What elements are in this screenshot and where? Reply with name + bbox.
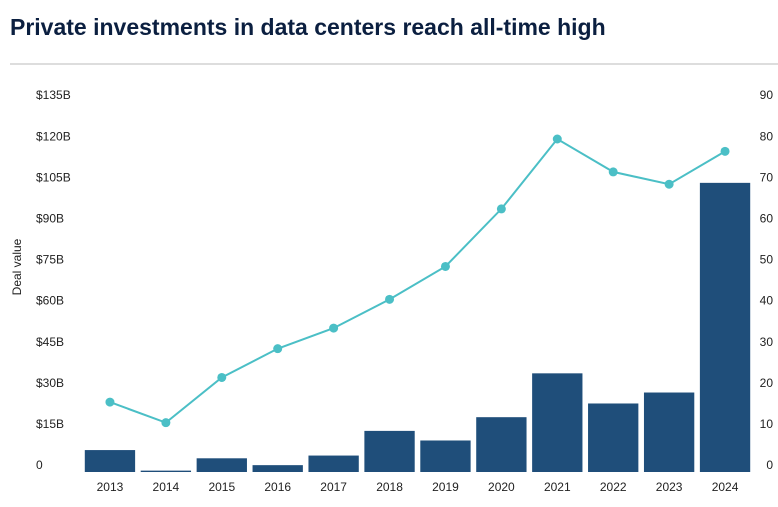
point bbox=[273, 344, 283, 354]
x-tick-label: 2015 bbox=[208, 480, 235, 494]
point bbox=[608, 167, 618, 177]
x-tick-label: 2024 bbox=[712, 480, 739, 494]
bar bbox=[84, 450, 136, 472]
bar bbox=[476, 417, 527, 472]
y-tick-label: $90B bbox=[36, 212, 64, 226]
bar bbox=[140, 470, 192, 472]
bar bbox=[420, 440, 471, 472]
y2-tick-label: 60 bbox=[760, 212, 774, 226]
bar bbox=[532, 373, 583, 472]
y2-tick-label: 10 bbox=[760, 417, 774, 431]
point bbox=[217, 372, 227, 382]
y-tick-label: $135B bbox=[36, 88, 71, 102]
bar bbox=[196, 458, 247, 472]
x-tick-label: 2016 bbox=[264, 480, 291, 494]
y-tick-label: $60B bbox=[36, 294, 64, 308]
y-tick-label: $30B bbox=[36, 376, 64, 390]
bar bbox=[699, 182, 751, 472]
point bbox=[385, 294, 395, 304]
y2-tick-label: 90 bbox=[760, 88, 774, 102]
x-tick-label: 2013 bbox=[97, 480, 124, 494]
x-tick-label: 2018 bbox=[376, 480, 403, 494]
bar bbox=[588, 403, 639, 472]
line bbox=[109, 137, 726, 424]
y-tick-label: $15B bbox=[36, 417, 64, 431]
x-tick-label: 2023 bbox=[656, 480, 683, 494]
y2-tick-label: 40 bbox=[760, 294, 774, 308]
point bbox=[329, 323, 339, 333]
y-tick-label: 0 bbox=[36, 458, 43, 472]
x-tick-label: 2020 bbox=[488, 480, 515, 494]
bar bbox=[252, 465, 303, 472]
point bbox=[552, 134, 562, 144]
bar bbox=[643, 392, 695, 472]
y2-tick-label: 0 bbox=[766, 458, 773, 472]
x-tick-label: 2014 bbox=[153, 480, 180, 494]
y2-tick-label: 50 bbox=[760, 253, 774, 267]
y2-tick-label: 30 bbox=[760, 335, 774, 349]
y-tick-label: $105B bbox=[36, 170, 71, 184]
x-tick-label: 2019 bbox=[432, 480, 459, 494]
point bbox=[440, 261, 450, 271]
y2-tick-label: 80 bbox=[760, 129, 774, 143]
chart-title: Private investments in data centers reac… bbox=[10, 14, 606, 40]
y-tick-label: $120B bbox=[36, 129, 71, 143]
y2-tick-label: 70 bbox=[760, 170, 774, 184]
point bbox=[161, 418, 171, 428]
point bbox=[664, 179, 674, 189]
y-axis-label: Deal value bbox=[10, 238, 24, 295]
x-tick-label: 2022 bbox=[600, 480, 627, 494]
point bbox=[720, 146, 730, 156]
y-tick-label: $45B bbox=[36, 335, 64, 349]
y-tick-label: $75B bbox=[36, 253, 64, 267]
y2-tick-label: 20 bbox=[760, 376, 774, 390]
x-tick-label: 2021 bbox=[544, 480, 571, 494]
point bbox=[105, 397, 115, 407]
point bbox=[496, 204, 506, 214]
bar bbox=[364, 430, 415, 472]
x-tick-label: 2017 bbox=[320, 480, 347, 494]
bar bbox=[308, 455, 359, 472]
